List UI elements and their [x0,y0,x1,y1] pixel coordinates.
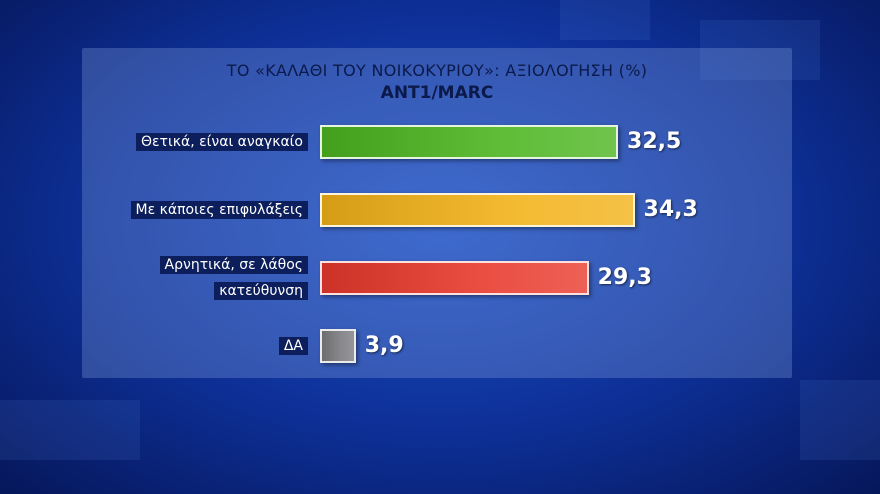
background-tile [0,400,140,460]
bar [320,261,589,295]
background-tile [800,380,880,460]
value-label: 32,5 [627,129,682,154]
bar [320,329,356,363]
category-label: Αρνητικά, σε λάθος κατεύθυνση [78,252,308,304]
chart-subtitle: ANT1/MARC [380,83,494,103]
category-text: ΔΑ [278,337,308,355]
category-text: Με κάποιες επιφυλάξεις [130,201,308,219]
category-text: Θετικά, είναι αναγκαίο [135,133,308,151]
category-label: Με κάποιες επιφυλάξεις [78,197,308,223]
category-label: ΔΑ [78,333,308,359]
background-tile [560,0,650,40]
category-text: Αρνητικά, σε λάθος κατεύθυνση [159,256,308,300]
background-tile [700,20,820,80]
chart-title: ΤΟ «ΚΑΛΑΘΙ ΤΟΥ ΝΟΙΚΟΚΥΡΙΟΥ»: ΑΞΙΟΛΟΓΗΣΗ … [226,61,648,80]
bar [320,193,635,227]
bar [320,125,619,159]
value-label: 3,9 [364,333,404,358]
value-label: 34,3 [643,197,698,222]
category-label: Θετικά, είναι αναγκαίο [78,129,308,155]
value-label: 29,3 [597,265,652,290]
